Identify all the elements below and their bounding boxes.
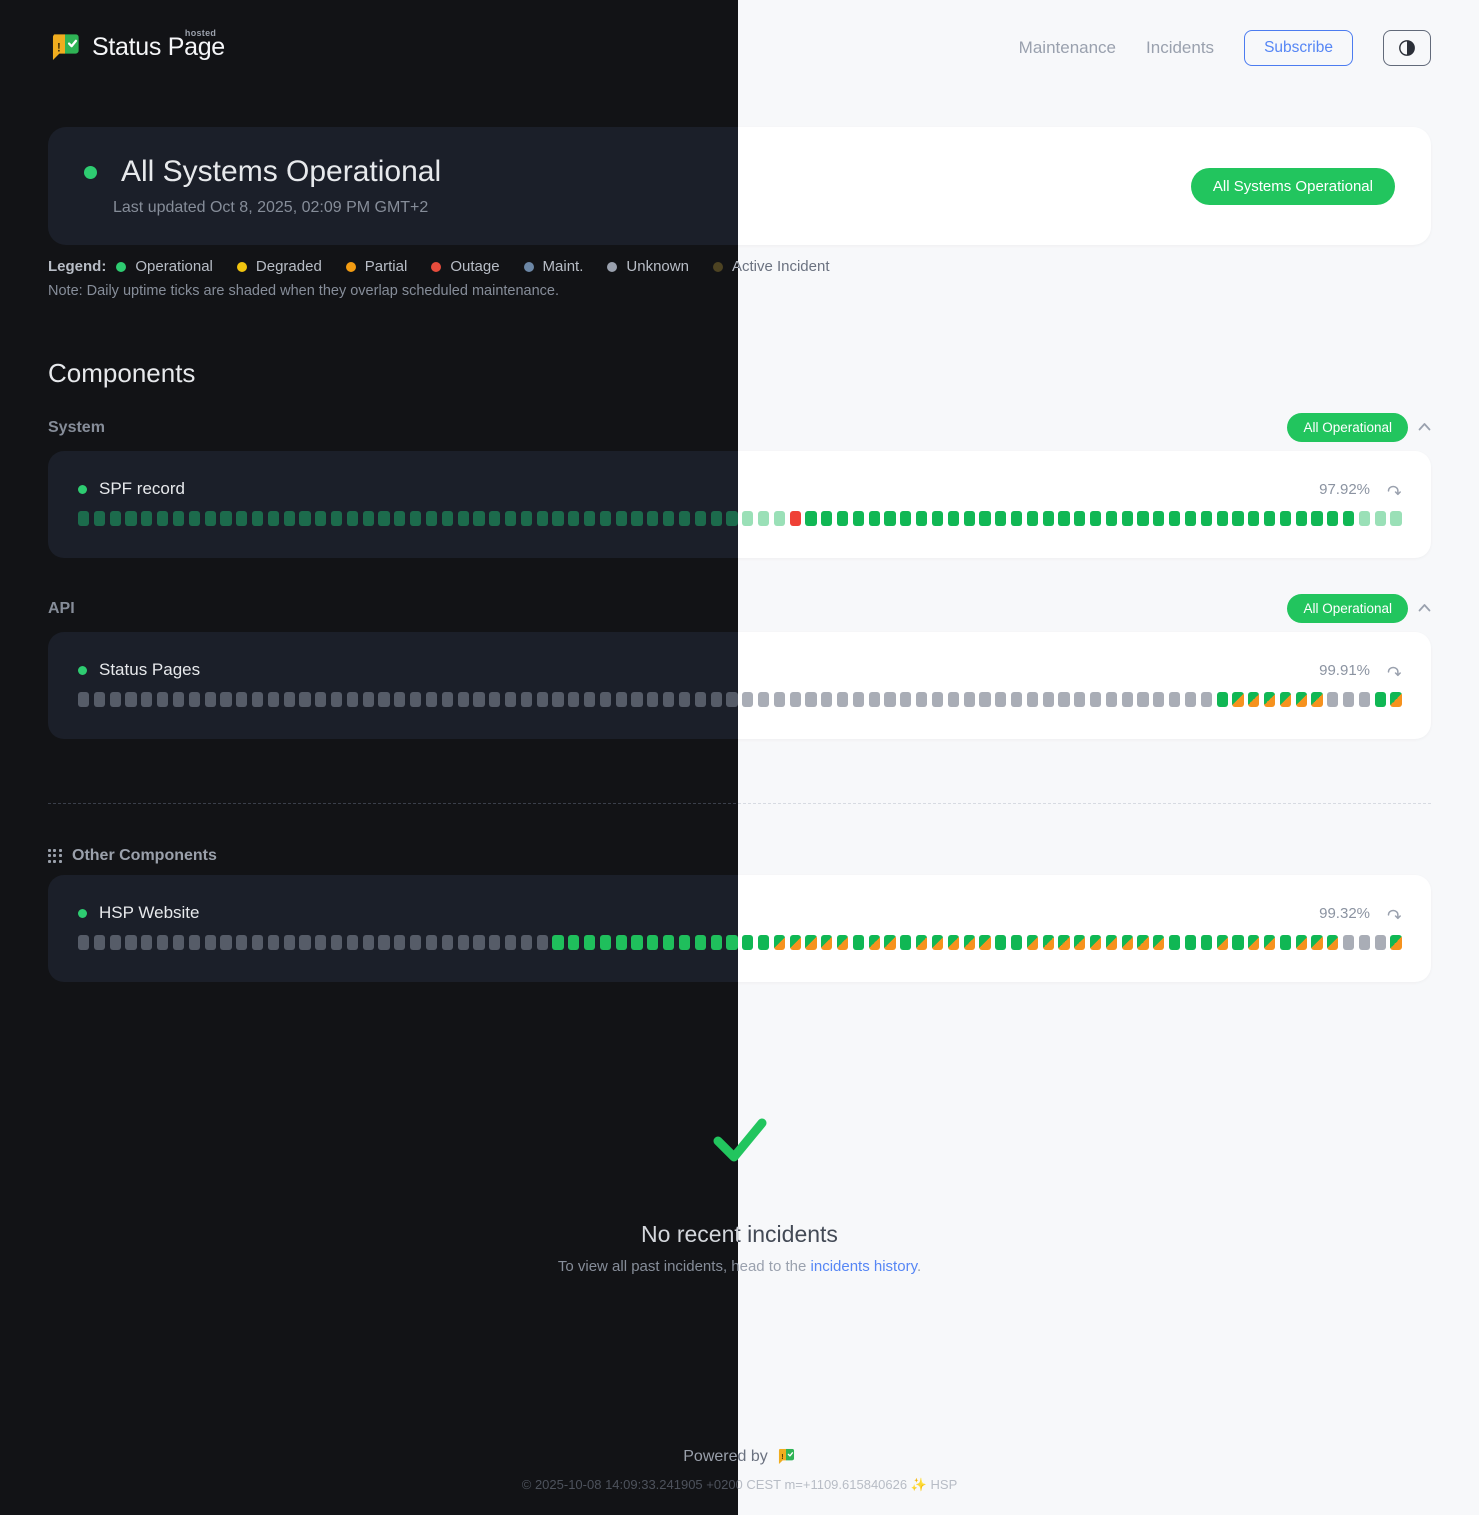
svg-text:!: ! [781, 1453, 783, 1461]
svg-text:!: ! [57, 40, 61, 54]
